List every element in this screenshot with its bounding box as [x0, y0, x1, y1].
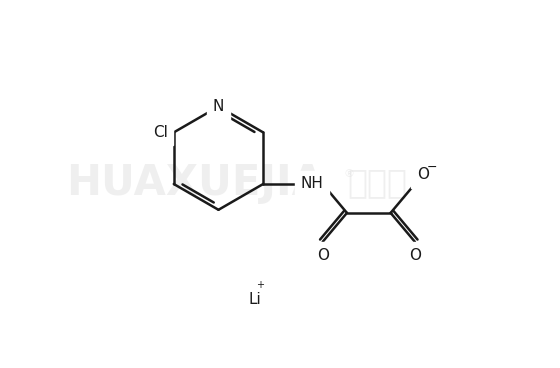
Text: O: O	[409, 248, 421, 263]
Text: ®: ®	[343, 169, 354, 179]
Text: Li: Li	[249, 291, 262, 307]
Text: Cl: Cl	[153, 125, 168, 140]
Text: NH: NH	[301, 177, 324, 191]
Text: O: O	[417, 167, 429, 182]
Text: O: O	[317, 248, 329, 263]
Text: +: +	[256, 280, 264, 290]
Text: N: N	[213, 99, 224, 114]
Text: HUAXUEJIA: HUAXUEJIA	[67, 162, 324, 204]
Text: 化学家: 化学家	[348, 166, 408, 199]
Text: −: −	[427, 161, 437, 174]
